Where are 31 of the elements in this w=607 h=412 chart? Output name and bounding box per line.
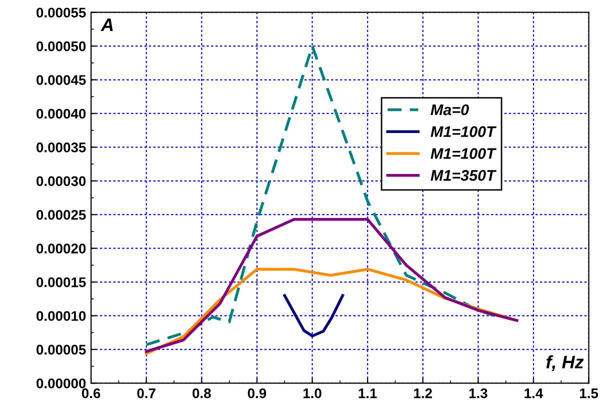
x-axis-title: f, Hz	[546, 355, 584, 372]
legend-label: M1=350T	[430, 170, 496, 181]
y-tick-label: 0.00010	[36, 311, 86, 321]
x-tick-label: 0.9	[248, 388, 266, 398]
y-tick-label: 0.00015	[36, 277, 86, 288]
y-tick-label: 0.00045	[36, 75, 86, 85]
x-tick-label: 0.6	[82, 388, 100, 398]
x-tick-label: 1.3	[469, 388, 488, 398]
y-tick-label: 0.00030	[36, 176, 86, 186]
x-tick-label: 1.4	[524, 388, 544, 398]
y-tick-label: 0.00005	[36, 344, 86, 355]
x-tick-label: 1.5	[580, 388, 598, 398]
y-axis-title: A	[100, 18, 113, 32]
y-tick-label: 0.00055	[36, 8, 86, 18]
x-tick-label: 1.0	[303, 388, 322, 398]
y-tick-label: 0.00025	[36, 210, 86, 220]
x-tick-label: 0.7	[137, 388, 156, 398]
y-tick-label: 0.00035	[36, 142, 86, 152]
legend-label: Ma=0	[430, 104, 469, 116]
legend-label: M1=100T	[430, 126, 496, 138]
line-series	[283, 294, 344, 338]
x-tick-label: 1.2	[414, 388, 432, 398]
x-tick-label: 0.8	[192, 388, 211, 398]
y-tick-label: 0.00050	[36, 41, 86, 52]
y-tick-label: 0.00000	[36, 378, 86, 388]
y-tick-label: 0.00020	[36, 244, 86, 254]
line-series	[144, 44, 496, 346]
x-tick-label: 1.1	[358, 388, 377, 398]
legend-label: M1=100T	[430, 148, 496, 159]
y-tick-label: 0.00040	[36, 108, 86, 119]
line-series	[144, 218, 518, 353]
